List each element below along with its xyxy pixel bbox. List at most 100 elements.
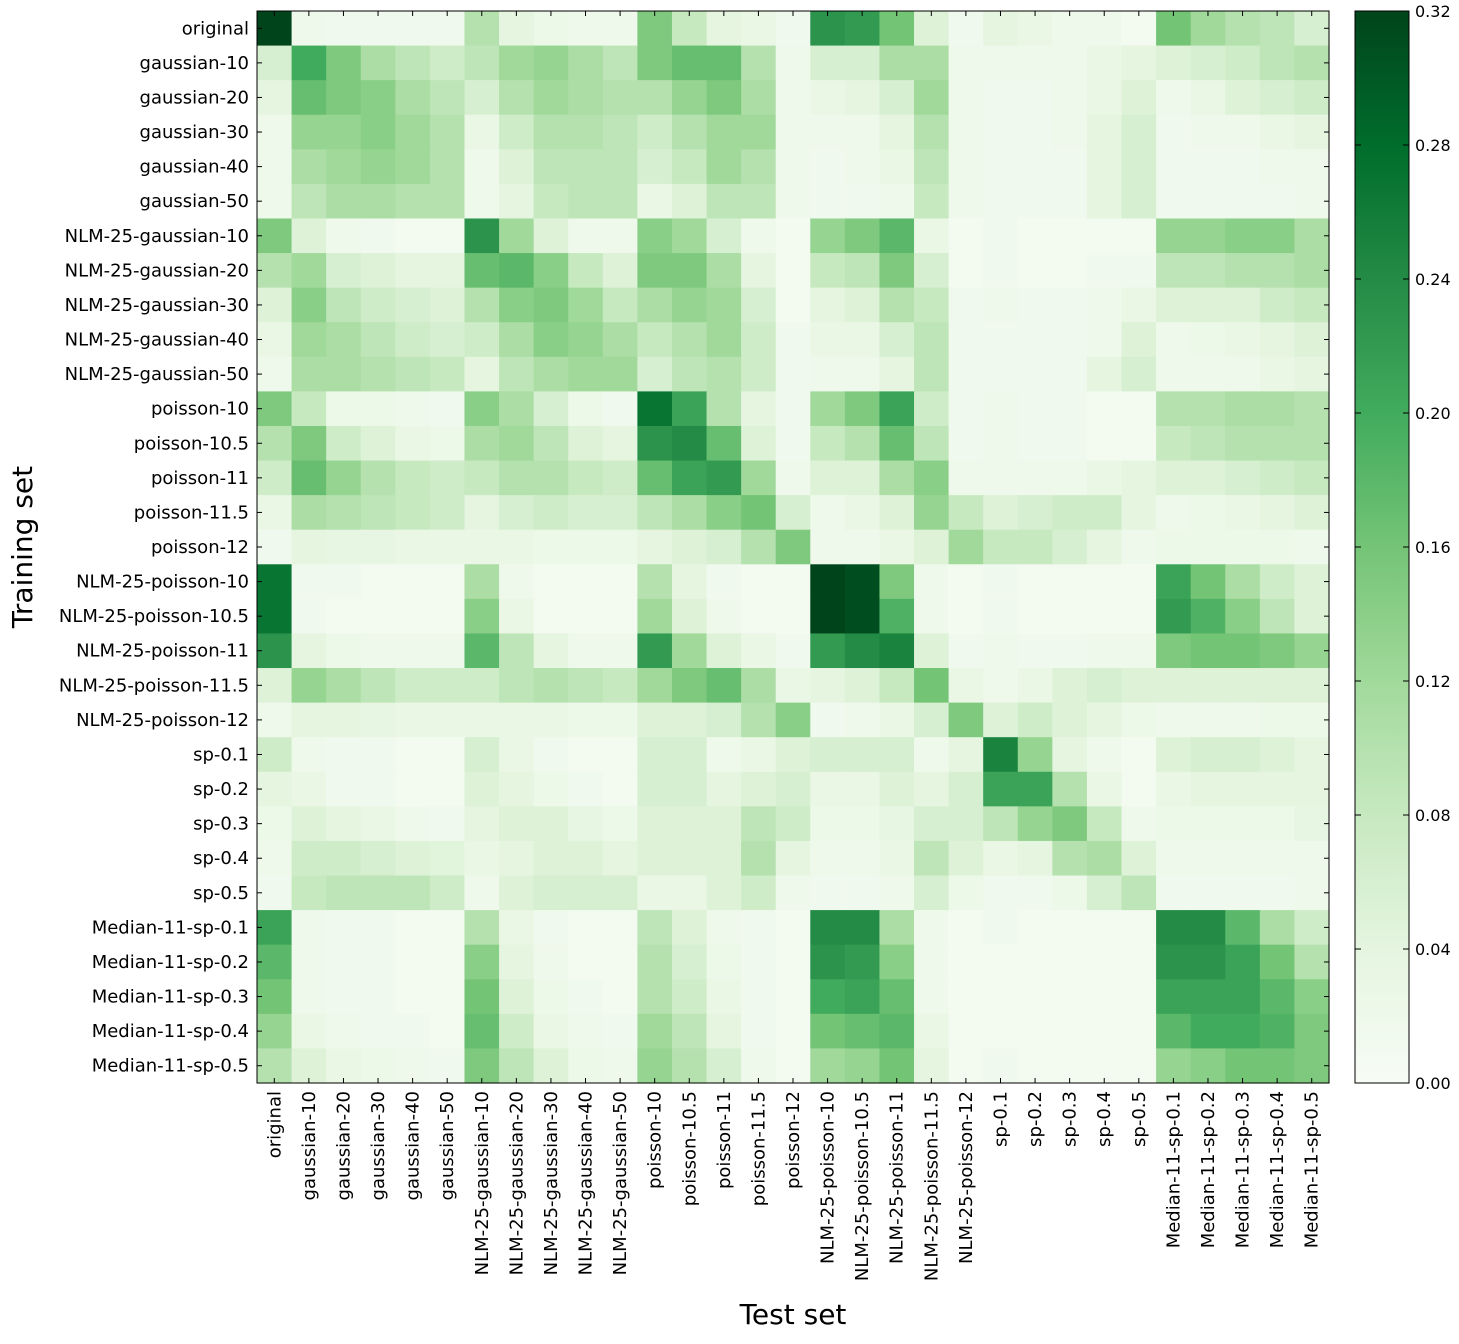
heatmap-cell [360,633,396,669]
heatmap-cell [257,11,293,47]
heatmap-cell [1052,771,1088,807]
heatmap-cell [1121,529,1157,565]
heatmap-cell [741,322,777,358]
heatmap-cell [1086,702,1123,738]
heatmap-cell [1121,11,1157,47]
heatmap-cell [1052,287,1088,323]
heatmap-cell [1190,149,1226,185]
heatmap-cell [741,564,777,600]
heatmap-cell [844,287,881,323]
colorbar-ticks: 0.00 0.04 0.08 0.12 0.16 0.20 0.24 0.28 0.32 [1355,2,1451,1093]
heatmap-cell [291,840,327,877]
heatmap-cell [326,80,362,116]
heatmap-cell [844,391,881,427]
heatmap-cell [914,425,950,462]
heatmap-cell [775,253,811,289]
heatmap-cell [395,702,431,738]
heatmap-cell [1294,875,1330,911]
heatmap-cell [499,702,535,738]
heatmap-cell [533,391,569,427]
x-tick-label: NLM-25-gaussian-20 [506,1091,527,1275]
heatmap-cell [429,11,466,47]
y-tick-label: gaussian-10 [140,53,249,74]
heatmap-cell [291,668,327,704]
heatmap-cell [879,253,915,289]
heatmap-cell [1259,495,1296,531]
heatmap-cell [1156,322,1192,358]
heatmap-cell [1086,183,1123,220]
heatmap-cell [741,944,777,980]
heatmap-cell [1052,564,1088,600]
heatmap-cell [914,391,950,427]
heatmap-cell [533,529,569,565]
heatmap-cell [914,806,950,842]
heatmap-cell [775,668,811,704]
heatmap-cell [1259,322,1296,358]
heatmap-cell [602,287,638,323]
heatmap-cell [637,287,673,323]
heatmap-cell [775,633,811,669]
heatmap-cell [360,737,396,773]
heatmap-cell [1225,875,1261,911]
heatmap-cell [844,183,881,220]
y-tick-label: NLM-25-gaussian-10 [65,226,249,247]
heatmap-cell [257,80,293,116]
heatmap-cell [602,495,638,531]
heatmap-cell [637,633,673,669]
y-tick-label: NLM-25-poisson-10.5 [59,606,249,627]
heatmap-cell [360,702,396,738]
heatmap-cell [844,1048,881,1084]
heatmap-cell [533,737,569,773]
heatmap-cell [257,356,293,392]
heatmap-cell [1225,979,1261,1015]
heatmap-cell [914,702,950,738]
heatmap-cell [291,529,327,565]
heatmap-cell [1225,391,1261,427]
heatmap-cell [637,875,673,911]
heatmap-cell [429,633,466,669]
heatmap-cell [810,910,846,946]
x-axis-label: Test set [739,1298,847,1331]
heatmap-cell [568,114,604,150]
heatmap-cell [533,1048,569,1084]
heatmap-cell [948,218,984,254]
heatmap-cell [879,668,915,704]
heatmap-cell [395,564,431,600]
heatmap-cell [844,322,881,358]
heatmap-cell [914,840,950,877]
heatmap-cell [948,598,984,635]
heatmap-cell [706,322,742,358]
heatmap-cell [671,253,708,289]
heatmap-cell [914,356,950,392]
heatmap-cell [741,771,777,807]
heatmap-cell [568,45,604,81]
heatmap-cell [983,737,1019,773]
heatmap-cell [1225,1048,1261,1084]
heatmap-cell [568,460,604,496]
heatmap-cell [1086,910,1123,946]
heatmap-cell [948,460,984,496]
heatmap-cell [1294,253,1330,289]
heatmap-cell [291,910,327,946]
heatmap-cell [671,668,708,704]
x-tick-label: Median-11-sp-0.5 [1302,1091,1323,1248]
heatmap-cell [1052,633,1088,669]
heatmap-cell [741,806,777,842]
heatmap-cell [844,45,881,81]
heatmap-cell [326,806,362,842]
x-tick-label: NLM-25-gaussian-40 [576,1091,597,1275]
heatmap-cell [395,598,431,635]
heatmap-cell [257,598,293,635]
heatmap-cell [775,840,811,877]
heatmap-cell [257,183,293,220]
heatmap-cell [1121,875,1157,911]
heatmap-cell [429,840,466,877]
heatmap-cell [464,114,500,150]
heatmap-cell [1190,702,1226,738]
heatmap-cell [1225,737,1261,773]
heatmap-cell [1294,287,1330,323]
heatmap-cell [1156,840,1192,877]
heatmap-cell [1052,840,1088,877]
heatmap-cell [464,771,500,807]
heatmap-cell [1294,529,1330,565]
